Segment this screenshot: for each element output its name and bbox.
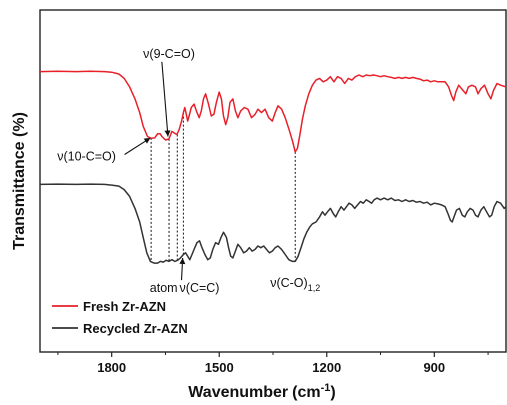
x-tick-label-1200: 1200: [312, 360, 341, 375]
x-tick-label-1800: 1800: [97, 360, 126, 375]
ann-cc-label: ν(C=C): [180, 281, 220, 295]
series-line-fresh: [39, 70, 507, 153]
legend-label-recycled: Recycled Zr-AZN: [83, 321, 188, 336]
x-axis-label-unit-close: ): [330, 384, 335, 401]
legend-label-fresh: Fresh Zr-AZN: [83, 299, 166, 314]
ann-atom-label: atom: [150, 281, 178, 295]
annotations: ν(9-C=O) ν(10-C=O) atom ν(C=C) ν(C-O)1,2: [57, 47, 320, 295]
x-tick-label-1500: 1500: [205, 360, 234, 375]
ann-co-text: ν(C-O): [270, 276, 308, 290]
x-tick-label-900: 900: [423, 360, 445, 375]
ann-10co-label: ν(10-C=O): [57, 149, 116, 163]
ann-10co-text: ν(10-C=O): [57, 149, 116, 163]
x-axis-label-unit-open: (cm: [292, 384, 320, 401]
x-axis-ticks: 1800 1500 1200 900: [57, 352, 489, 375]
ann-atom-text: atom: [150, 281, 178, 295]
ann-10co-arrow-head: [143, 137, 151, 144]
x-axis-label: Wavenumber (cm-1): [188, 382, 335, 401]
series-line-recycled: [39, 183, 507, 264]
x-axis-label-unit-sup: -1: [321, 382, 331, 394]
reference-lines: [150, 112, 296, 262]
ann-cc-text: ν(C=C): [180, 281, 220, 295]
ann-cc-arrow-head: [179, 257, 186, 265]
ann-co-label: ν(C-O)1,2: [270, 276, 320, 293]
ann-9co-text: ν(9-C=O): [143, 47, 195, 61]
ann-9co-arrow-line: [161, 61, 169, 137]
x-axis-label-main: Wavenumber: [188, 384, 288, 401]
y-axis-label: Transmittance (%): [11, 112, 28, 250]
series-layer: [39, 70, 507, 264]
ann-9co-label: ν(9-C=O): [143, 47, 195, 61]
ann-co-subscript: 1,2: [308, 283, 321, 293]
ann-9co-arrow-head: [164, 130, 171, 137]
legend: Fresh Zr-AZN Recycled Zr-AZN: [52, 299, 188, 336]
